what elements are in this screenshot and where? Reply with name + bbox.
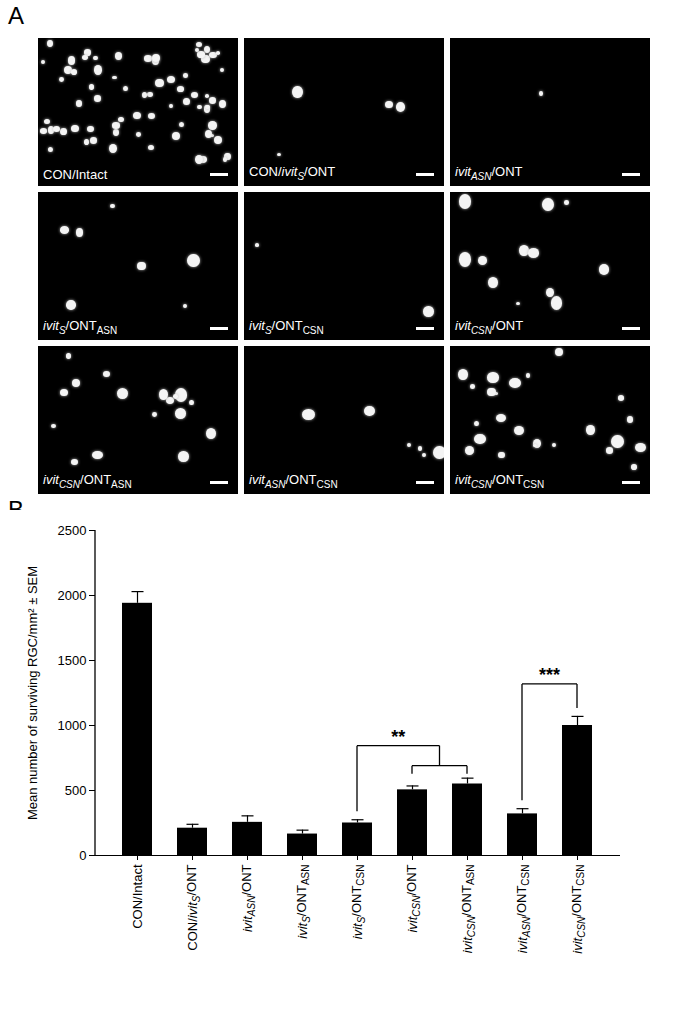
svg-text:***: *** xyxy=(539,665,560,685)
html-text:ivitS/ONTCSN: ivitS/ONTCSN xyxy=(249,318,324,336)
svg-text:ivitCSN/ONTASN: ivitCSN/ONTASN xyxy=(459,865,478,954)
svg-text:ivitCSN/ONT: ivitCSN/ONT xyxy=(404,864,423,932)
html-text:CON/ ivitS/ONT: CON/ ivitS/ONT xyxy=(249,164,336,182)
svg-text:ivitCSN/ONTCSN: ivitCSN/ONTCSN xyxy=(569,865,588,954)
svg-text:ivitS/ONTCSN: ivitS/ONTCSN xyxy=(349,865,368,940)
svg-text:**: ** xyxy=(391,727,405,747)
svg-text:1000: 1000 xyxy=(58,718,87,733)
svg-text:2000: 2000 xyxy=(58,588,87,603)
html-text:ivitCSN/ONTASN: ivitCSN/ONTASN xyxy=(43,472,132,490)
svg-text:2500: 2500 xyxy=(58,523,87,538)
svg-text:1500: 1500 xyxy=(58,653,87,668)
svg-text:ivitASN/ONTCSN: ivitASN/ONTCSN xyxy=(514,865,533,954)
html-text:ivitASN/ONTCSN: ivitASN/ONTCSN xyxy=(249,472,338,490)
svg-text:ivitS/ONTASN: ivitS/ONTASN xyxy=(294,865,313,939)
html-text:CON/Intact: CON/Intact xyxy=(43,167,108,182)
html-text:ivitCSN/ONT: ivitCSN/ONT xyxy=(455,318,524,336)
html-text:A: A xyxy=(8,2,24,29)
html-text:ivitS/ONTASN: ivitS/ONTASN xyxy=(43,318,118,336)
svg-text:ivitASN/ONT: ivitASN/ONT xyxy=(239,864,258,932)
html-text:ivitCSN/ONTCSN: ivitCSN/ONTCSN xyxy=(455,472,545,490)
svg-text:CON/Intact: CON/Intact xyxy=(130,864,145,929)
svg-text:Mean number of surviving RGC/m: Mean number of surviving RGC/mm² ± SEM xyxy=(25,566,40,820)
html-text:ivitASN/ONT: ivitASN/ONT xyxy=(455,164,523,182)
svg-text:500: 500 xyxy=(65,783,87,798)
svg-text:CON/ivitS/ONT: CON/ivitS/ONT xyxy=(184,864,203,950)
svg-text:0: 0 xyxy=(79,848,86,863)
html-text:B: B xyxy=(8,496,24,523)
